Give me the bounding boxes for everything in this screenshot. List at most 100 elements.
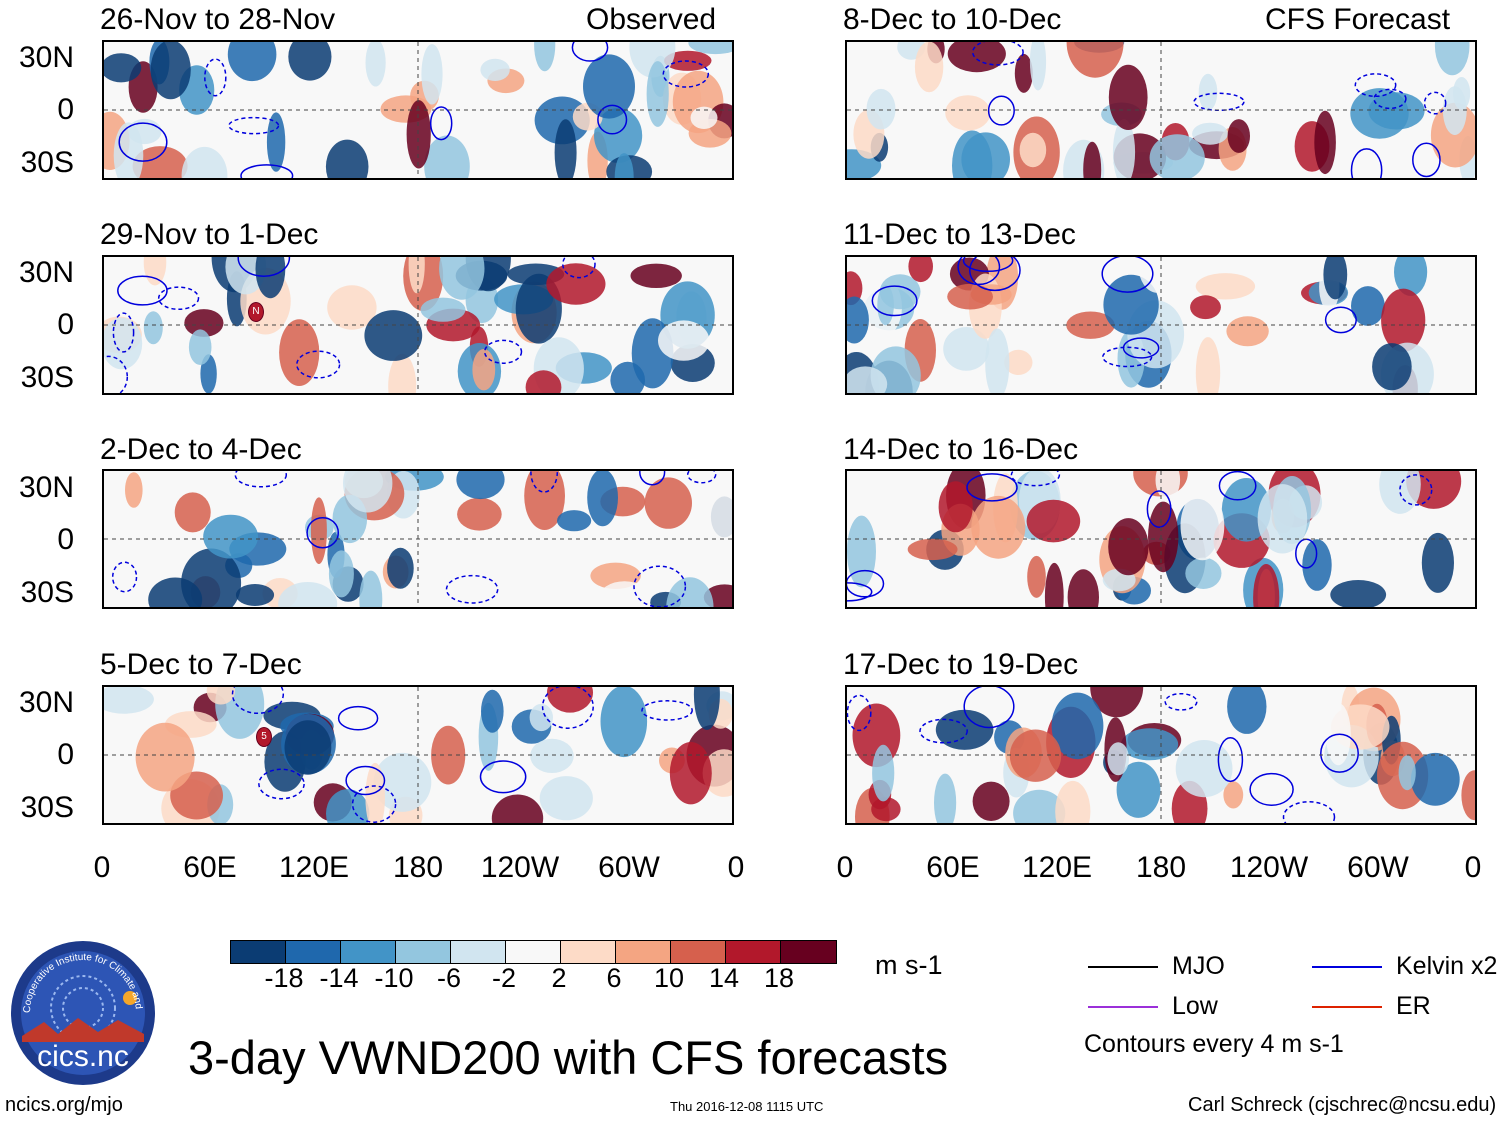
anomaly-blob	[143, 311, 163, 345]
anomaly-blob	[125, 472, 143, 508]
kelvin-contour	[306, 516, 340, 549]
anomaly-blob	[1314, 110, 1336, 175]
map-panel-left-4	[102, 685, 734, 825]
anomaly-blob	[872, 744, 895, 802]
anomaly-blob	[587, 471, 618, 527]
kelvin-contour	[234, 471, 288, 488]
kelvin-contour	[571, 42, 609, 62]
anomaly-blob	[1175, 740, 1233, 798]
colorbar-swatch-6	[561, 941, 616, 963]
y-label-eq: 0	[57, 738, 74, 771]
kelvin-contour	[118, 122, 168, 162]
anomaly-blob	[525, 370, 562, 393]
legend-label-kelvin: Kelvin x2	[1396, 952, 1498, 980]
kelvin-contour	[957, 257, 1001, 286]
anomaly-blob	[1107, 742, 1129, 776]
anomaly-blob	[104, 53, 142, 83]
kelvin-contour	[639, 471, 666, 486]
map-panel-right-3	[845, 469, 1477, 609]
anomaly-blob	[1223, 781, 1244, 809]
y-label-30n: 30N	[18, 471, 74, 504]
anomaly-blob	[480, 58, 510, 81]
legend-label-er: ER	[1396, 992, 1431, 1020]
kelvin-contour	[1101, 257, 1154, 293]
anomaly-blob	[547, 687, 593, 713]
anomaly-blob	[457, 497, 502, 531]
anomaly-blob	[934, 773, 957, 823]
anomaly-blob	[406, 100, 431, 169]
anomaly-blob	[1257, 484, 1308, 554]
anomaly-blob	[359, 570, 383, 607]
anomaly-blob	[630, 263, 682, 288]
anomaly-blob	[1372, 343, 1412, 391]
anomaly-blob	[557, 510, 592, 532]
anomaly-blob	[971, 495, 1026, 559]
x-label: 120W	[1229, 851, 1309, 884]
kelvin-contour	[530, 471, 559, 493]
anomaly-blob	[1051, 692, 1104, 760]
footer-author: Carl Schreck (cjschrec@ncsu.edu)	[1188, 1094, 1497, 1116]
anomaly-blob	[666, 577, 714, 607]
anomaly-blob	[938, 481, 973, 533]
anomaly-blob	[1055, 780, 1091, 823]
x-label: 0	[1464, 851, 1482, 884]
anomaly-blob	[150, 42, 191, 100]
kelvin-contour	[597, 104, 628, 135]
panel-title-right-4: 17-Dec to 19-Dec	[843, 648, 1079, 681]
observed-label: Observed	[586, 3, 717, 36]
anomaly-blob	[174, 492, 211, 533]
y-label-30s: 30S	[20, 576, 74, 609]
anomaly-blob	[142, 492, 170, 522]
kelvin-contour	[204, 58, 227, 97]
anomaly-blob	[200, 354, 217, 393]
kelvin-contour	[966, 473, 1018, 502]
anomaly-blob	[1044, 562, 1064, 607]
anomaly-blob	[1195, 337, 1221, 393]
colorbar-tick: 6	[606, 963, 622, 993]
legend-line-mjo	[1088, 965, 1158, 968]
kelvin-contour	[919, 718, 968, 744]
kelvin-contour	[337, 705, 379, 731]
anomaly-blob	[1027, 555, 1046, 598]
anomaly-blob	[1394, 257, 1428, 296]
anomaly-blob	[1302, 539, 1332, 591]
legend-kelvin: Kelvin x2	[1312, 952, 1497, 981]
map-field	[104, 42, 732, 178]
x-label: 180	[392, 851, 444, 884]
colorbar-swatch-10	[781, 941, 836, 963]
panel-title-right-2: 11-Dec to 13-Dec	[843, 218, 1076, 251]
map-field	[847, 471, 1475, 607]
kelvin-contour	[1146, 490, 1172, 528]
anomaly-blob	[1323, 257, 1348, 300]
legend-label-mjo: MJO	[1172, 952, 1225, 980]
anomaly-blob	[456, 471, 505, 500]
anomaly-blob	[897, 687, 944, 722]
anomaly-blob	[847, 366, 888, 393]
anomaly-blob	[534, 42, 556, 72]
anomaly-blob	[546, 263, 606, 305]
anomaly-blob	[1026, 499, 1081, 543]
colorbar-swatch-2	[341, 941, 396, 963]
legend-line-low	[1088, 1005, 1158, 1008]
anomaly-blob	[963, 65, 1007, 95]
anomaly-blob	[1421, 532, 1454, 593]
anomaly-blob	[1121, 728, 1179, 761]
panel-title-right-3: 14-Dec to 16-Dec	[843, 433, 1079, 466]
anomaly-blob	[1090, 687, 1144, 718]
anomaly-blob	[231, 740, 258, 770]
kelvin-contour	[1217, 737, 1244, 783]
legend-line-kelvin	[1312, 965, 1382, 968]
anomaly-blob	[1009, 729, 1062, 782]
kelvin-contour	[962, 257, 1014, 273]
colorbar-swatch-9	[726, 941, 781, 963]
anomaly-blob	[365, 42, 386, 87]
anomaly-blob	[1226, 316, 1269, 347]
colorbar-tick: -14	[319, 963, 359, 993]
x-label: 180	[1135, 851, 1187, 884]
anomaly-blob	[1004, 349, 1033, 375]
anomaly-blob	[104, 574, 124, 605]
anomaly-blob	[539, 776, 593, 821]
anomaly-blob	[373, 752, 432, 812]
kelvin-contour	[1399, 474, 1433, 506]
y-label-eq: 0	[57, 523, 74, 556]
